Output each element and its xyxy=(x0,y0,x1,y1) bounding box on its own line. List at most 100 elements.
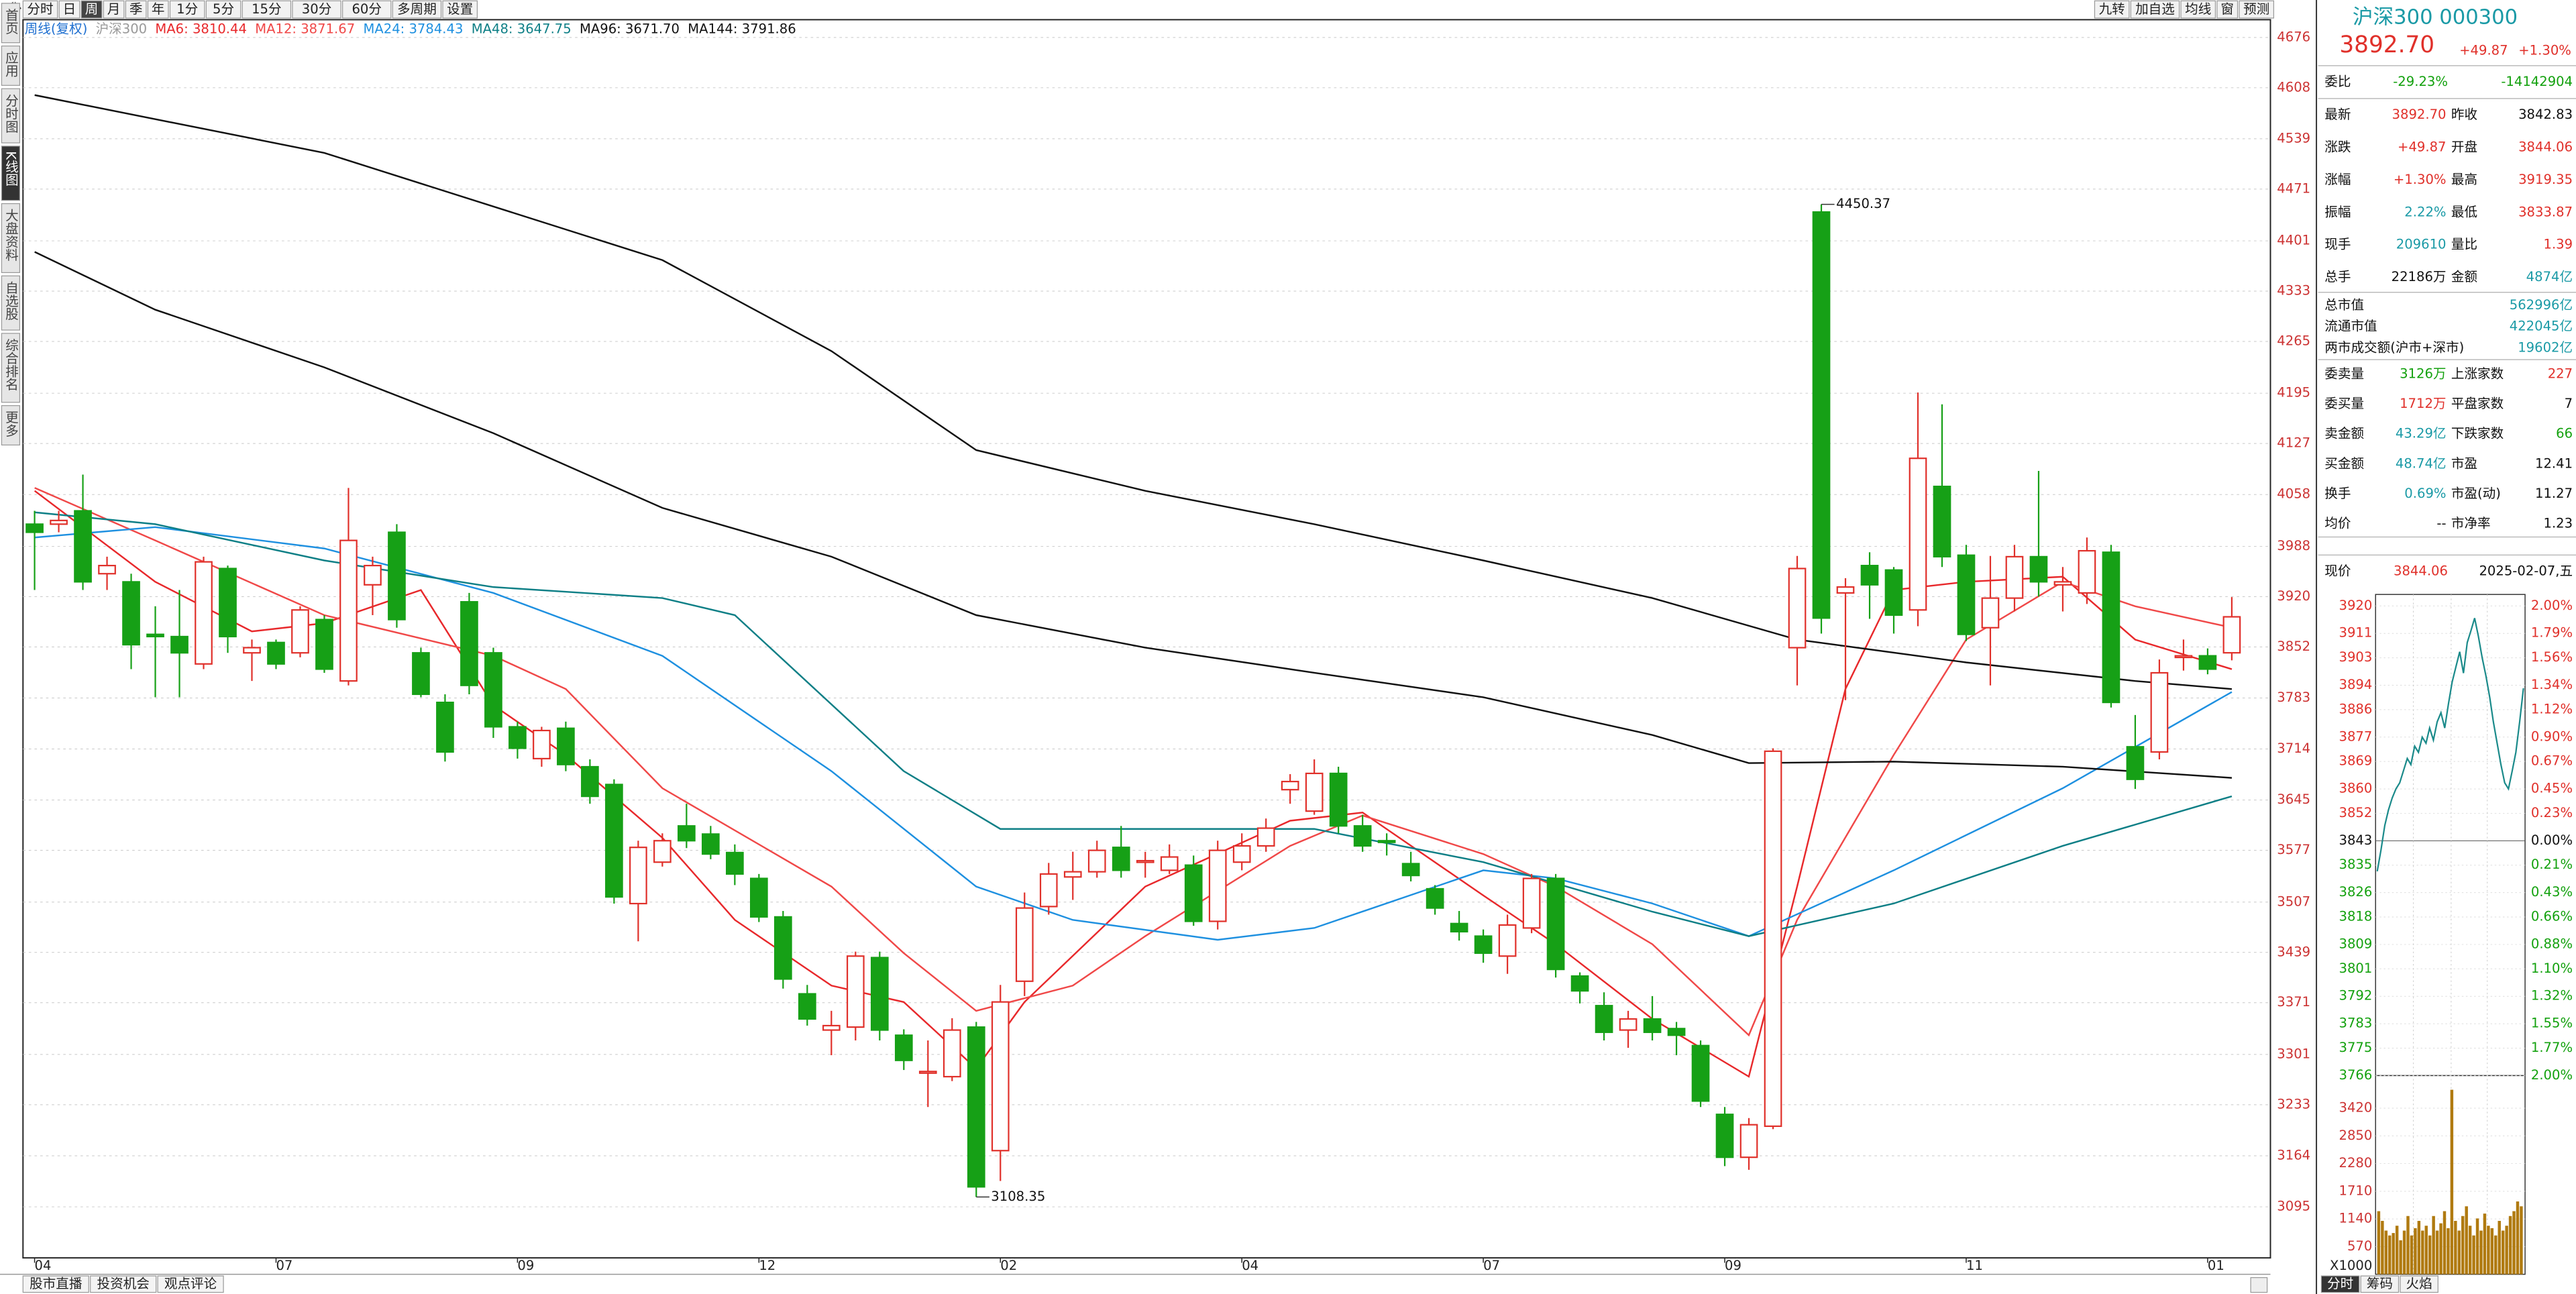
sidebar-tab[interactable] xyxy=(1,45,20,86)
field-value: 3842.83 xyxy=(2518,107,2573,122)
volume-bar xyxy=(2457,1230,2461,1275)
candle-body xyxy=(2174,655,2193,659)
tool-label: 预测 xyxy=(2243,1,2269,17)
quote-price: 3892.70 xyxy=(2339,32,2434,58)
period-tab[interactable] xyxy=(392,0,442,19)
volume-bar xyxy=(2392,1233,2395,1275)
candle-body xyxy=(460,601,478,686)
field-value: 48.74亿 xyxy=(2396,455,2447,471)
period-tab[interactable] xyxy=(292,0,341,19)
candle-body xyxy=(195,561,213,665)
volume-bar xyxy=(2435,1230,2439,1275)
tool-button[interactable] xyxy=(2239,0,2274,19)
tool-button[interactable] xyxy=(2130,0,2180,19)
field-value: 4874亿 xyxy=(2526,269,2573,284)
field-label: 市盈(动) xyxy=(2451,486,2501,501)
minute-pct-label: 0.23% xyxy=(2531,805,2573,820)
period-tab[interactable] xyxy=(125,0,147,19)
minute-pct-label: 0.45% xyxy=(2531,781,2573,796)
minute-pct-label: 1.77% xyxy=(2531,1040,2573,1055)
candle-body xyxy=(1426,887,1444,909)
field-label: 最高 xyxy=(2451,172,2477,187)
period-tab[interactable] xyxy=(342,0,392,19)
candle-body xyxy=(1860,565,1879,586)
minute-y-label: 3818 xyxy=(2339,909,2372,924)
tool-button[interactable] xyxy=(2216,0,2239,19)
minute-tab[interactable] xyxy=(2320,1275,2360,1293)
bottom-tab-label: 观点评论 xyxy=(164,1276,217,1291)
candle-body xyxy=(1739,1124,1758,1158)
tool-button[interactable] xyxy=(2180,0,2216,19)
candle-body xyxy=(726,851,744,875)
volume-bar xyxy=(2377,1211,2381,1275)
bottom-tab[interactable] xyxy=(90,1275,157,1293)
period-tab[interactable] xyxy=(205,0,241,19)
field-value: 422045亿 xyxy=(2510,319,2573,334)
candle-body xyxy=(1619,1018,1638,1031)
volume-bar xyxy=(2439,1223,2443,1275)
candle-body xyxy=(1836,586,1855,594)
period-tab[interactable] xyxy=(58,0,80,19)
period-tab[interactable] xyxy=(442,0,478,19)
minute-y-label: 3766 xyxy=(2339,1067,2372,1083)
quote-pct: +1.30% xyxy=(2518,42,2571,58)
candle-body xyxy=(918,1071,937,1074)
bottom-tab[interactable] xyxy=(22,1275,89,1293)
period-tab[interactable] xyxy=(103,0,125,19)
sidebar-tab[interactable] xyxy=(1,146,20,201)
minute-pct-label: 1.34% xyxy=(2531,677,2573,692)
candle-body xyxy=(243,647,261,654)
bottom-toggle[interactable] xyxy=(2250,1277,2268,1293)
minute-pct-label: 0.43% xyxy=(2531,884,2573,900)
candle-body xyxy=(798,993,816,1020)
candle-body xyxy=(1522,877,1541,929)
sidebar-tab[interactable] xyxy=(1,405,20,446)
sidebar-tab[interactable] xyxy=(1,275,20,331)
volume-bar xyxy=(2468,1226,2472,1275)
minute-pct-label: 1.10% xyxy=(2531,961,2573,976)
minute-tab[interactable] xyxy=(2360,1275,2400,1293)
minute-pct-label: 0.00% xyxy=(2531,832,2573,848)
candle-body xyxy=(1788,568,1807,649)
period-tab[interactable] xyxy=(22,0,58,19)
volume-bar xyxy=(2381,1220,2384,1275)
minute-y-label: 3826 xyxy=(2339,884,2372,900)
sidebar-label: 自选股 xyxy=(3,281,18,321)
minute-tab[interactable] xyxy=(2400,1275,2438,1293)
sidebar-tab[interactable] xyxy=(1,333,20,403)
volume-bar xyxy=(2454,1220,2457,1275)
ma-legend: MA96: 3671.70 xyxy=(580,21,680,37)
sidebar-tab[interactable] xyxy=(1,88,20,144)
sidebar-tab[interactable] xyxy=(1,3,20,44)
minute-y-label: 3894 xyxy=(2339,677,2372,692)
candle-body xyxy=(1546,877,1565,971)
candle-body xyxy=(629,847,647,905)
field-label: 最低 xyxy=(2451,204,2477,219)
minute-y-label: 3792 xyxy=(2339,988,2372,1004)
tool-button[interactable] xyxy=(2094,0,2130,19)
volume-bar xyxy=(2424,1226,2428,1275)
bottom-tab[interactable] xyxy=(157,1275,224,1293)
candle-body xyxy=(991,1001,1010,1152)
minute-y-label: 3877 xyxy=(2339,729,2372,744)
candle-body xyxy=(2005,555,2024,599)
candle-body xyxy=(1498,924,1517,957)
candle-body xyxy=(219,568,237,638)
field-label: 振幅 xyxy=(2324,204,2351,219)
y-tick-label: 3164 xyxy=(2277,1147,2310,1163)
field-label: 流通市值 xyxy=(2324,319,2377,334)
field-label: 涨跌 xyxy=(2324,139,2351,154)
candle-body xyxy=(1329,772,1348,827)
volume-bar xyxy=(2472,1235,2475,1275)
sidebar-label: 分时图 xyxy=(3,94,18,133)
x-tick-label: 11 xyxy=(1966,1258,1983,1273)
period-tab[interactable] xyxy=(169,0,205,19)
candle-body xyxy=(1305,772,1324,812)
sidebar-tab[interactable] xyxy=(1,203,20,273)
field-value: +1.30% xyxy=(2394,172,2447,187)
tool-label: 加自选 xyxy=(2135,1,2175,17)
period-tab[interactable] xyxy=(80,0,103,19)
candle-body xyxy=(1691,1044,1710,1102)
period-tab[interactable] xyxy=(241,0,292,19)
period-tab[interactable] xyxy=(147,0,169,19)
